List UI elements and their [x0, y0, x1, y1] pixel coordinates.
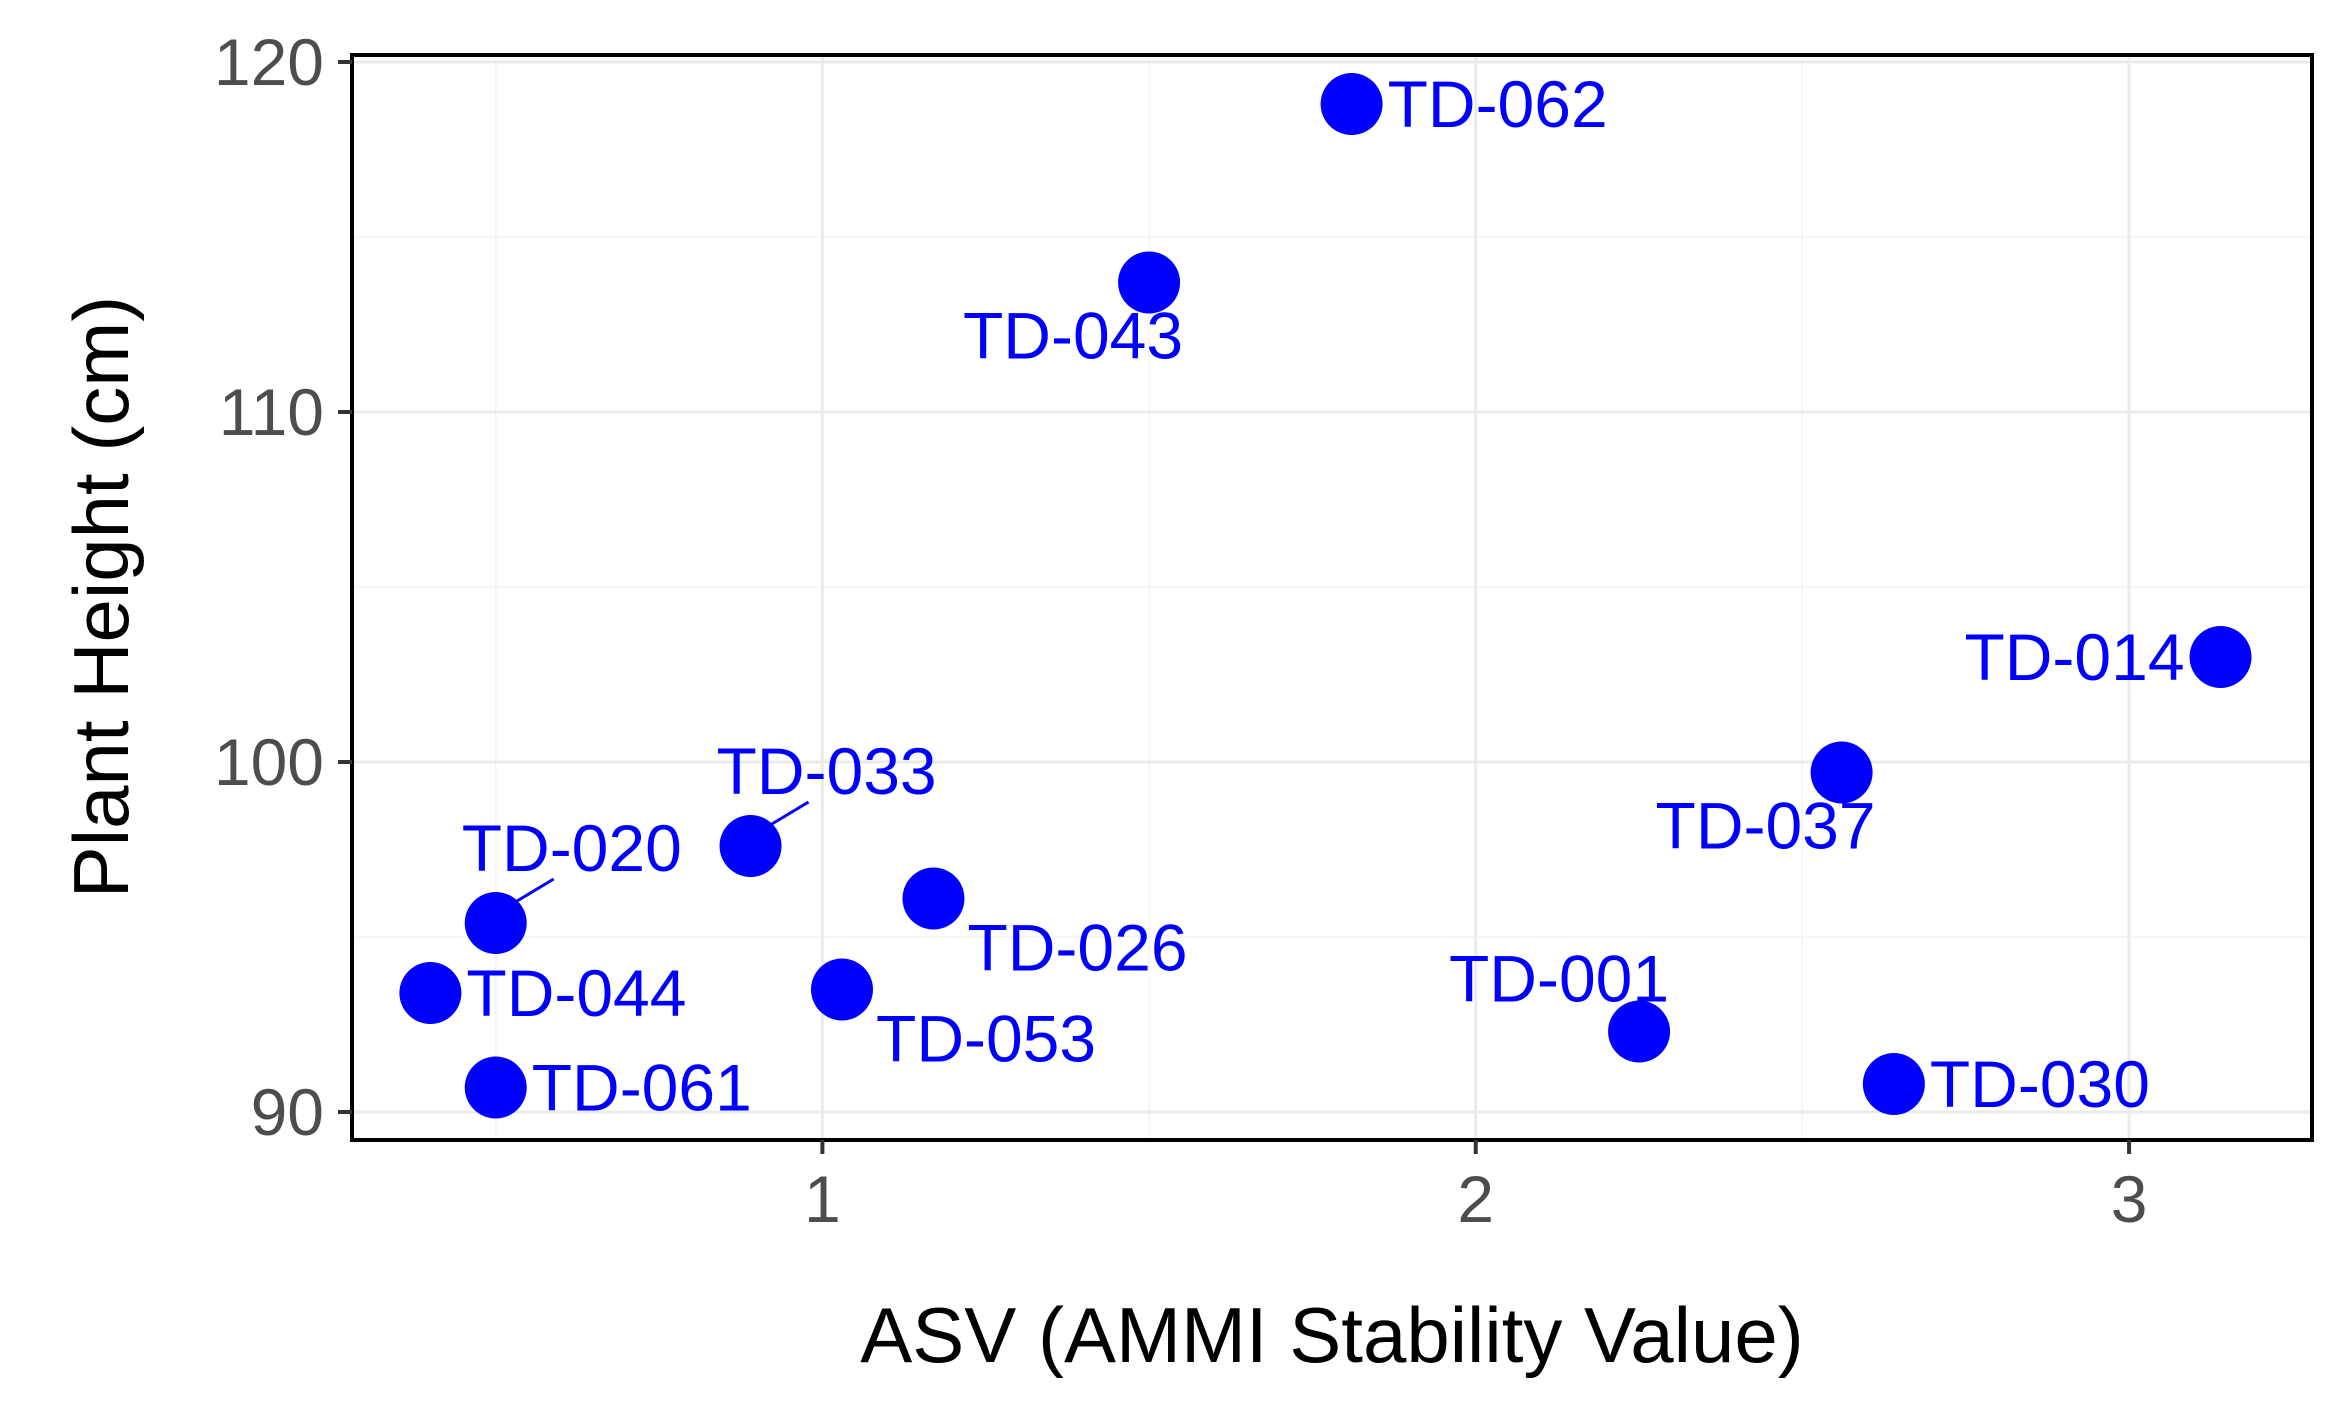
point-label: TD-020 [462, 811, 682, 885]
x-tick-label: 2 [1457, 1162, 1494, 1236]
data-point [1810, 741, 1873, 804]
point-label-layer: TD-062TD-043TD-014TD-037TD-033TD-020TD-0… [462, 67, 2185, 1125]
point-label: TD-014 [1964, 620, 2184, 694]
x-tick-label: 1 [804, 1162, 841, 1236]
data-point [719, 815, 782, 877]
grid-layer [352, 55, 2312, 1140]
y-tick-label: 110 [219, 375, 324, 449]
data-point-layer [399, 73, 2252, 1119]
data-point [399, 962, 462, 1024]
data-point [464, 892, 527, 954]
tick-layer: 1 2 3 90 100 110 120 [214, 25, 2148, 1236]
label-leader-line [767, 800, 810, 828]
plot-panel-border [350, 53, 2314, 1142]
point-label: TD-033 [717, 734, 937, 808]
data-point [464, 1056, 527, 1119]
y-tick-label: 100 [214, 725, 324, 799]
y-axis-title: Plant Height (cm) [57, 296, 145, 899]
data-point [1862, 1053, 1925, 1115]
data-point [1320, 73, 1383, 135]
point-label: TD-061 [532, 1051, 752, 1125]
y-tick-label: 90 [251, 1075, 324, 1149]
x-tick-label: 3 [2111, 1162, 2148, 1236]
point-label: TD-044 [466, 956, 686, 1030]
point-label: TD-026 [967, 911, 1187, 985]
data-point [811, 958, 873, 1021]
data-point [1608, 1000, 1671, 1063]
point-label: TD-030 [1930, 1047, 2150, 1121]
data-point [1118, 251, 1181, 314]
x-axis-title: ASV (AMMI Stability Value) [860, 1291, 1804, 1379]
point-label: TD-053 [876, 1002, 1096, 1076]
data-point [2189, 626, 2252, 688]
point-label: TD-062 [1388, 67, 1608, 141]
label-leader-line [512, 877, 555, 905]
data-point [902, 867, 965, 930]
y-tick-label: 120 [214, 25, 324, 99]
